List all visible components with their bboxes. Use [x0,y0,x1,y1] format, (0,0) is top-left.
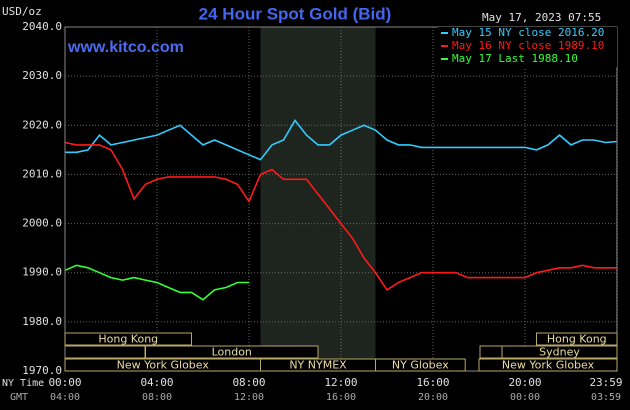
session-label: Hong Kong [547,333,607,346]
session-label: New York Globex [502,359,595,372]
session-box [64,332,192,346]
x-tick-label: 20:00 [508,376,541,389]
y-tick-label: 1970.0 [22,364,62,377]
chart-title: 24 Hour Spot Gold (Bid) [199,4,392,23]
y-tick-label: 2020.0 [22,118,62,131]
x-tick-label: 04:00 [140,376,173,389]
x-tick-label: 08:00 [232,376,265,389]
legend-label: May 15 NY close 2016.20 [452,26,604,39]
y-tick-label: 2010.0 [22,167,62,180]
series-line [65,118,618,161]
y-axis-label: USD/oz [2,5,42,18]
session-box [478,358,618,372]
x-tick-label: 12:00 [324,376,357,389]
x2-tick-label: 16:00 [326,392,356,403]
x2-tick-label: 04:00 [50,392,80,403]
x2-tick-label: 08:00 [142,392,172,403]
legend-label: May 16 NY close 1989.10 [452,39,604,52]
x-tick-label: 00:00 [48,376,81,389]
y-tick-label: 2030.0 [22,69,62,82]
x-axis-label: NY Time [2,378,44,389]
session-box [479,345,504,359]
session-label: London [212,346,252,359]
session-box [375,358,466,372]
x2-tick-label: 03:59 [591,392,621,403]
x2-tick-label: 12:00 [234,392,264,403]
legend-box [438,27,617,67]
y-tick-label: 2000.0 [22,217,62,230]
y-tick-label: 2040.0 [22,20,62,33]
x-tick-label: 16:00 [416,376,449,389]
legend-label: May 17 Last 1988.10 [452,52,578,65]
session-label: NY Globex [392,359,449,372]
session-box [64,345,146,359]
x2-tick-label: 20:00 [418,392,448,403]
series-line [64,141,617,291]
session-label: New York Globex [117,359,210,372]
series-line [64,264,249,301]
x-tick-label: 23:59 [589,376,622,389]
x2-axis-label: GMT [10,392,28,403]
y-tick-label: 1990.0 [22,266,62,279]
session-label: Hong Kong [98,333,158,346]
session-box [145,345,319,359]
session-label: Sydney [539,346,580,359]
session-box [536,332,618,346]
session-box [501,345,618,359]
session-label: NY NYMEX [289,359,347,372]
x2-tick-label: 00:00 [510,392,540,403]
y-tick-label: 1980.0 [22,315,62,328]
timestamp: May 17, 2023 07:55 [482,11,601,24]
source: www.kitco.com [67,39,184,56]
session-shade [260,27,376,371]
